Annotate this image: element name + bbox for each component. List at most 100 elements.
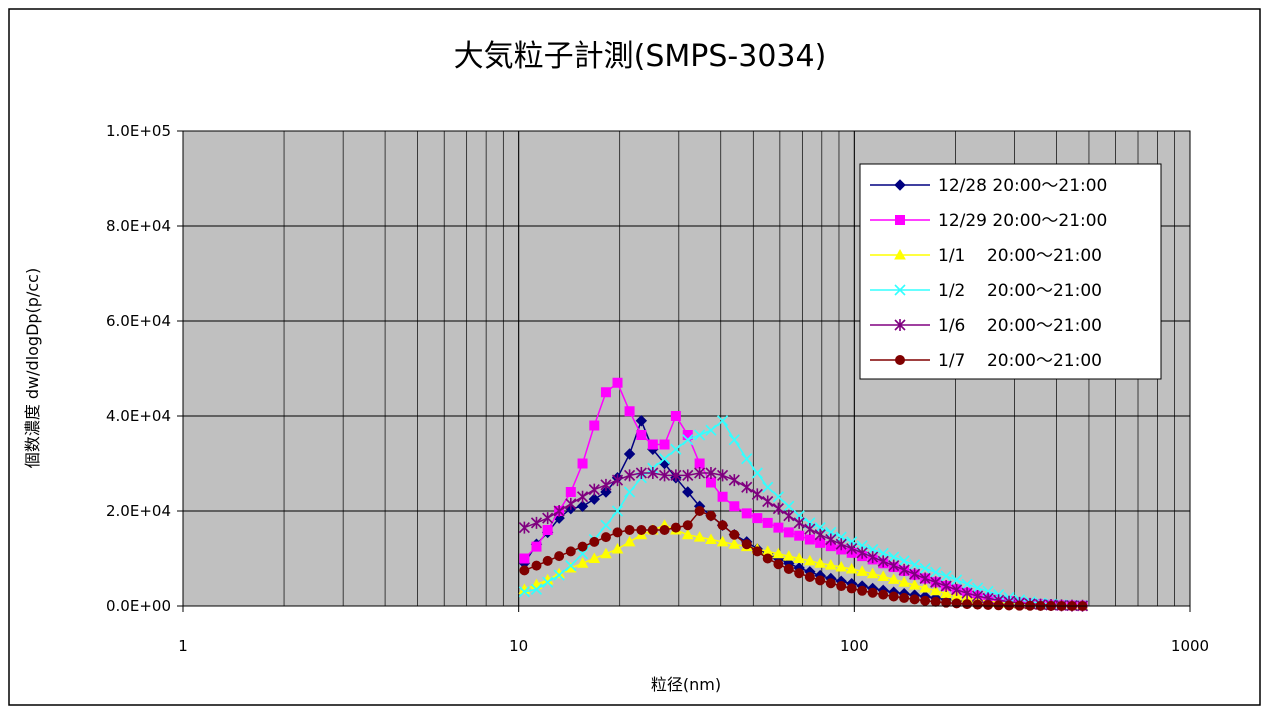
data-point [887,573,900,584]
data-point [783,509,795,522]
data-point [762,495,774,508]
data-point [705,510,716,521]
data-point [694,506,705,516]
data-point [530,583,543,595]
data-point [993,600,1004,611]
series-line [524,510,1083,607]
data-point [773,559,784,570]
data-point [894,248,906,260]
legend-item: 1/2 20:00～21:00 [870,281,1102,301]
data-point [804,523,816,536]
data-point [815,575,826,586]
legend-item: 1/7 20:00～21:00 [870,351,1102,371]
data-point [588,493,601,505]
y-tick-label: 4.0E+04 [106,407,171,425]
data-point [635,467,647,479]
data-point [611,542,624,554]
data-point [919,581,931,593]
data-point [554,551,565,562]
data-point [773,522,784,533]
data-point [670,469,682,482]
data-point [752,546,763,557]
data-point [624,525,635,535]
data-point [658,453,671,465]
data-point [783,500,795,512]
data-point [856,546,868,559]
data-point [647,467,659,479]
series-layer [518,377,1089,612]
data-point [681,528,694,540]
data-point [793,552,806,563]
data-point [531,560,542,571]
y-tick-label: 0.0E+00 [106,597,171,615]
data-point [729,501,740,512]
data-point [930,576,942,589]
data-point [898,555,910,567]
data-point [694,458,705,469]
x-tick-label: 1000 [1171,637,1209,655]
y-axis-title: 個数濃度 dw/dlogDp(p/cc) [23,268,42,468]
data-point [705,533,717,544]
data-point [930,566,942,578]
data-point [553,505,565,517]
data-point [588,552,601,563]
data-point [728,434,740,446]
data-point [624,406,635,417]
data-point [553,569,565,581]
y-tick-label: 6.0E+04 [106,312,171,330]
data-point [600,532,611,543]
data-point [894,284,906,296]
plot-frame [182,130,1191,607]
data-point [670,411,681,421]
data-point [752,513,763,524]
legend-label: 1/1 20:00～21:00 [938,246,1102,266]
data-point [877,570,890,582]
legend-item: 1/1 20:00～21:00 [870,246,1102,266]
data-point [717,491,728,502]
data-point [899,592,910,603]
data-point [600,478,612,491]
data-point [728,474,740,487]
data-point [762,481,774,493]
data-point [804,534,815,545]
data-point [600,519,612,531]
data-point [705,467,717,479]
data-point [518,586,530,598]
data-point [929,584,942,596]
data-point [782,550,795,561]
legend-label: 1/6 20:00～21:00 [938,316,1102,336]
data-point [682,486,694,498]
data-point [898,576,910,587]
data-point [961,587,973,600]
data-point [576,490,589,503]
data-point [577,458,588,469]
series-line [524,524,1083,607]
data-point [888,591,899,602]
data-point [888,559,900,572]
data-point [783,563,794,574]
data-point [803,554,816,566]
data-point [717,520,728,531]
data-point [694,467,706,479]
x-axis-title: 粒径(nm) [651,675,721,694]
data-point [951,583,963,596]
data-point [611,505,624,517]
data-point [600,547,612,559]
chart-title: 大気粒子計測(SMPS-3034) [454,39,827,74]
y-axis-ticks: 0.0E+00 2.0E+04 4.0E+04 6.0E+04 8.0E+04 1.0E+… [106,122,183,615]
data-point [577,541,588,552]
data-point [717,415,729,427]
data-point [682,520,693,531]
data-point [895,215,905,225]
data-point [741,508,752,519]
data-point [659,439,670,450]
series [518,415,1089,612]
x-tick-label: 1 [178,637,188,655]
data-point [951,598,962,609]
data-point [908,579,921,590]
data-point [565,497,577,510]
data-point [877,547,889,559]
data-point [741,481,753,494]
data-point [647,525,658,535]
data-point [909,594,920,605]
